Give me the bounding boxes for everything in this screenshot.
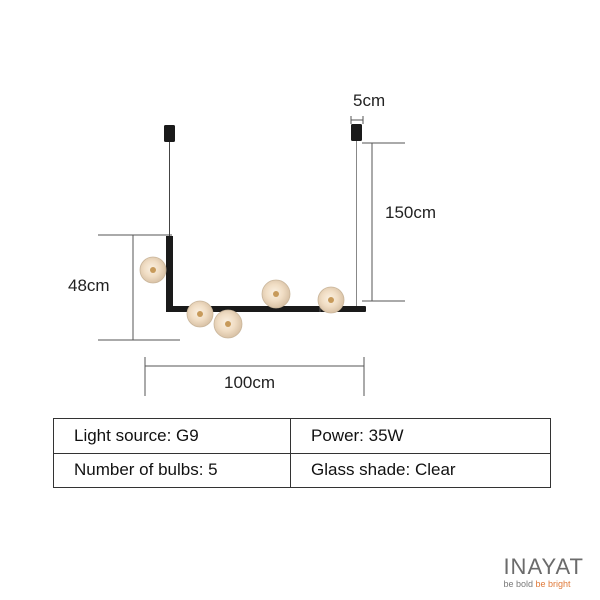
- dimension-label-drop: 150cm: [385, 203, 437, 222]
- brand-tagline-part2: be bright: [535, 579, 571, 589]
- horizontal-bar: [166, 306, 366, 312]
- brand-tagline: be bold be bright: [503, 579, 584, 590]
- spec-light-source: Light source: G9: [53, 418, 291, 454]
- dimension-label-height: 48cm: [68, 276, 110, 295]
- table-row: Light source: G9 Power: 35W: [53, 418, 551, 454]
- table-row: Number of bulbs: 5 Glass shade: Clear: [53, 452, 551, 488]
- vertical-bar: [166, 236, 173, 312]
- brand-name: INAYAT: [503, 554, 584, 579]
- glass-bulbs: [139, 256, 345, 339]
- brand-logo: INAYAT be bold be bright: [503, 556, 584, 590]
- spec-power: Power: 35W: [290, 418, 551, 454]
- dimension-label-top-gap: 5cm: [353, 91, 386, 110]
- ceiling-canopy-right: [351, 124, 362, 141]
- dimension-lines: [98, 116, 405, 396]
- brand-tagline-part1: be bold: [503, 579, 536, 589]
- bulb-filaments: [150, 267, 334, 327]
- ceiling-canopy-left: [164, 125, 175, 142]
- dimension-label-width: 100cm: [224, 373, 276, 392]
- spec-bulb-count: Number of bulbs: 5: [53, 452, 291, 488]
- spec-glass-shade: Glass shade: Clear: [290, 452, 551, 488]
- spec-table: Light source: G9 Power: 35W Number of bu…: [53, 418, 551, 488]
